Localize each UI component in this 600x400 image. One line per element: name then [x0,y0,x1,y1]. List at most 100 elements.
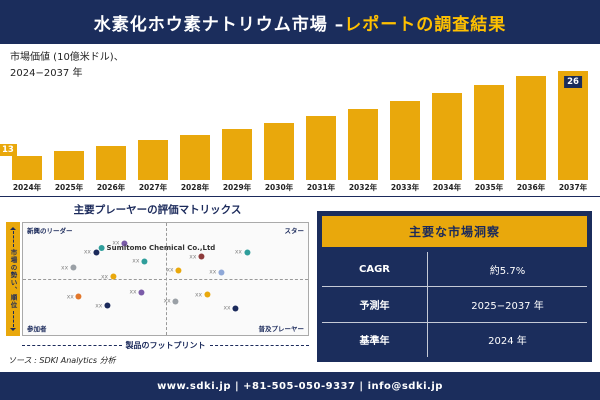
highlighted-company-label: Sumitomo Chemical Co.,Ltd [106,243,216,252]
x-tick-label: 2027年 [138,183,168,192]
scatter-point-label: xx [66,293,74,301]
scatter-point: xx [164,298,179,305]
scatter-dot [141,258,148,265]
scatter-point-label: xx [95,302,103,310]
scatter-dot [110,273,117,280]
matrix-y-axis-label: 市場の勢い、順位 [9,249,17,309]
bar-slot: 2034年 [428,52,466,194]
x-tick-label: 2032年 [348,183,378,192]
scatter-point: xx [166,267,182,274]
scatter-point: xx [84,249,99,256]
scatter-dot [92,249,99,256]
scatter-dot [172,298,179,305]
scatter-dot [198,253,205,260]
scatter-point: xx [194,291,211,299]
matrix-plot: 新興のリーダー スター 参加者 普及プレーヤー xx xx xx xx xx Sumito… [22,222,309,336]
insights-table: CAGR 約5.7% 予測年 2025−2037 年基準年 2024 年 [322,252,587,357]
bar-slot: 2032年 [344,52,382,194]
x-tick-label: 2033年 [390,183,420,192]
source-note: ソース : SDKI Analytics 分析 [8,356,116,365]
axis-arrow-up-icon [10,224,16,230]
axis-arrow-down-icon [10,328,16,334]
matrix-x-axis-label: 製品のフットプリント [125,341,206,350]
insight-row: 基準年 2024 年 [322,322,587,357]
bar-slot: 2025年 [50,52,88,194]
scatter-point: Sumitomo Chemical Co.,Ltd [98,243,216,252]
scatter-point: xx [223,305,239,312]
axis-dash-line [12,231,14,247]
bar-slot: 2033年 [386,52,424,194]
bar [54,151,84,180]
scatter-dot [232,305,239,312]
scatter-point-label: xx [163,297,171,305]
bar [516,76,546,180]
insight-row: CAGR 約5.7% [322,252,587,288]
bar [12,156,42,180]
scatter-dot [204,291,211,298]
bar-slot: 2035年 [470,52,508,194]
axis-dash-line [22,345,122,346]
x-tick-label: 2028年 [180,183,210,192]
bar-slot: 2030年 [260,52,298,194]
insight-value: 2025−2037 年 [471,300,544,312]
scatter-point-label: xx [132,257,140,265]
x-tick-label: 2035年 [474,183,504,192]
bar-slot: 2028年 [176,52,214,194]
bar [96,146,126,180]
bar [180,135,210,180]
quadrant-label-bottom-right: 普及プレーヤー [258,325,305,333]
scatter-point: xx [112,240,128,247]
scatter-point: xx [235,249,250,256]
insight-value: 2024 年 [488,336,527,348]
scatter-dot [218,269,225,276]
bar [390,101,420,180]
bar-value-badge-first: 13 [0,143,17,156]
chart-title-line1: 市場価値 (10億米ドル)、 [10,52,124,63]
x-tick-label: 2030年 [264,183,294,192]
scatter-dot [243,249,250,256]
quadrant-label-top-right: スター [284,227,305,235]
bar [306,116,336,180]
matrix-wrap: 市場の勢い、順位 新興のリーダー スター 参加者 普及プレーヤー xx xx xx x… [6,222,309,336]
scatter-dot [75,293,82,300]
bar [264,123,294,180]
quadrant-label-top-left: 新興のリーダー [27,227,73,235]
scatter-point: xx [95,302,111,310]
scatter-dot [175,267,182,274]
bar-slot: 2029年 [218,52,256,194]
insight-label: CAGR [322,252,428,287]
report-title-accent: レポートの調査結果 [344,14,507,35]
bar [138,140,168,180]
x-tick-label: 2025年 [54,183,84,192]
matrix-x-axis: 製品のフットプリント [22,340,309,351]
scatter-point-label: xx [189,253,197,261]
scatter-point-label: xx [194,291,203,299]
x-tick-label: 2034年 [432,183,462,192]
bar-slot: 2026年 [92,52,130,194]
axis-dash-line [209,345,309,346]
chart-title-line2: 2024−2037 年 [10,67,83,79]
bar-slot: 2027年 [134,52,172,194]
insight-value: 約5.7% [489,265,526,277]
x-tick-label: 2031年 [306,183,336,192]
report-title-main: 水素化ホウ素ナトリウム市場 – [93,14,345,35]
bar [558,71,588,180]
matrix-y-axis: 市場の勢い、順位 [6,222,20,336]
insights-panel: 主要な市場洞察 CAGR 約5.7% 予測年 2025−2037 年基準年 2024 年 [317,211,592,362]
scatter-dot [98,244,105,251]
insights-title: 主要な市場洞察 [322,216,587,247]
matrix-title: 主要プレーヤーの評価マトリックス [73,204,242,216]
scatter-point-label: xx [100,273,109,281]
quadrant-label-bottom-left: 参加者 [27,325,47,333]
bar-slot: 2036年 [512,52,550,194]
scatter-point-label: xx [234,248,242,256]
bar [432,93,462,180]
bar [474,85,504,180]
insight-row: 予測年 2025−2037 年 [322,287,587,323]
scatter-point-label: xx [83,248,91,256]
bar-slot: 2037年 26 [554,52,592,194]
scatter-point-label: xx [61,264,69,272]
scatter-dot [121,240,128,247]
scatter-point: xx [129,289,145,296]
